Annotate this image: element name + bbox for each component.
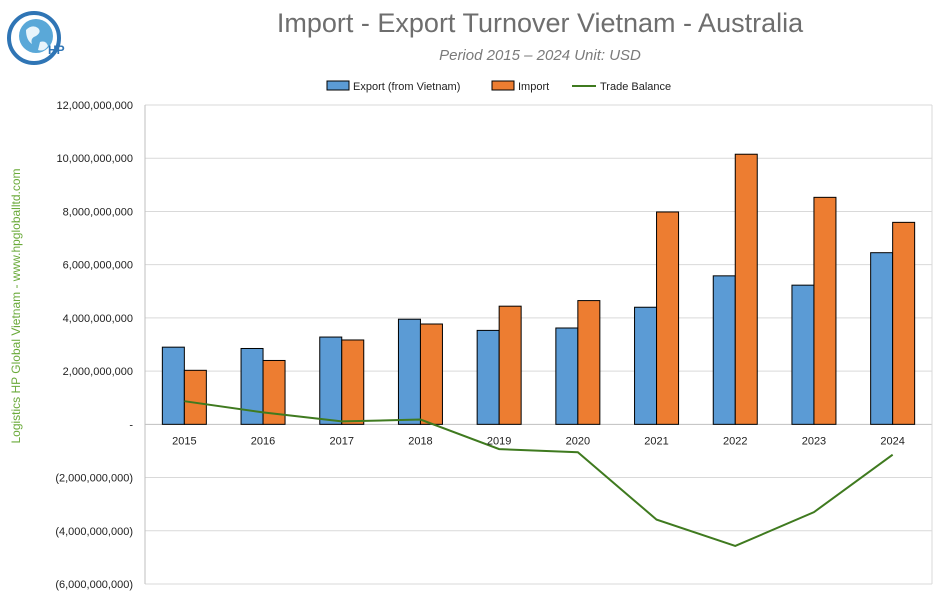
import-bar [892,221,916,425]
x-axis-ticks: 2015 2016 2017 2018 2019 2020 2021 2022 2023 2024 [172,435,905,447]
y-tick-label: (2,000,000,000) [55,473,133,485]
export-bar [634,306,658,425]
import-bar [577,300,601,425]
import-bar [341,339,365,425]
legend-swatch-import [491,80,515,91]
import-bar [183,369,207,425]
x-tick-label: 2024 [880,435,904,447]
export-bar [555,327,579,425]
legend: Export (from Vietnam) Import Trade Balance [326,80,671,93]
bars [161,153,916,425]
y-tick-label: (4,000,000,000) [55,526,133,538]
export-bar [319,336,343,425]
x-tick-label: 2016 [251,435,275,447]
export-bar [397,318,421,425]
legend-label-export: Export (from Vietnam) [353,81,460,93]
y-tick-label: 4,000,000,000 [63,313,133,325]
import-bar [262,359,286,425]
chart-title: Import - Export Turnover Vietnam - Austr… [276,8,804,38]
company-logo: HP [7,11,65,65]
x-tick-label: 2022 [723,435,747,447]
x-tick-label: 2021 [644,435,668,447]
y-tick-label: (6,000,000,000) [55,579,133,591]
trade-balance-line [184,400,894,548]
export-bar [712,275,736,425]
y-tick-label: 2,000,000,000 [63,366,133,378]
y-tick-label: 12,000,000,000 [57,100,133,112]
import-bar [419,323,443,425]
import-bar [734,153,758,425]
import-bar [813,196,837,425]
y-tick-label: - [129,419,133,431]
x-tick-label: 2023 [802,435,826,447]
export-bar [791,284,815,425]
export-bar [870,252,894,425]
x-tick-label: 2015 [172,435,196,447]
legend-label-balance: Trade Balance [600,81,671,93]
trade-balance-polyline [184,400,894,548]
chart-subtitle: Period 2015 – 2024 Unit: USD [439,47,641,64]
logo-text: HP [48,43,65,57]
legend-swatch-export [326,80,350,91]
x-tick-label: 2018 [408,435,432,447]
export-bar [161,346,185,425]
legend-label-import: Import [518,81,549,93]
y-axis-ticks: 12,000,000,000 10,000,000,000 8,000,000,00… [55,100,133,591]
import-bar [498,305,522,425]
import-bar [656,211,680,425]
y-tick-label: 8,000,000,000 [63,206,133,218]
export-bar [476,329,500,425]
x-tick-label: 2019 [487,435,511,447]
y-tick-label: 10,000,000,000 [57,153,133,165]
x-tick-label: 2017 [330,435,354,447]
y-tick-label: 6,000,000,000 [63,260,133,272]
export-bar [240,347,264,425]
x-tick-label: 2020 [566,435,590,447]
logo-ring-icon [7,11,61,65]
